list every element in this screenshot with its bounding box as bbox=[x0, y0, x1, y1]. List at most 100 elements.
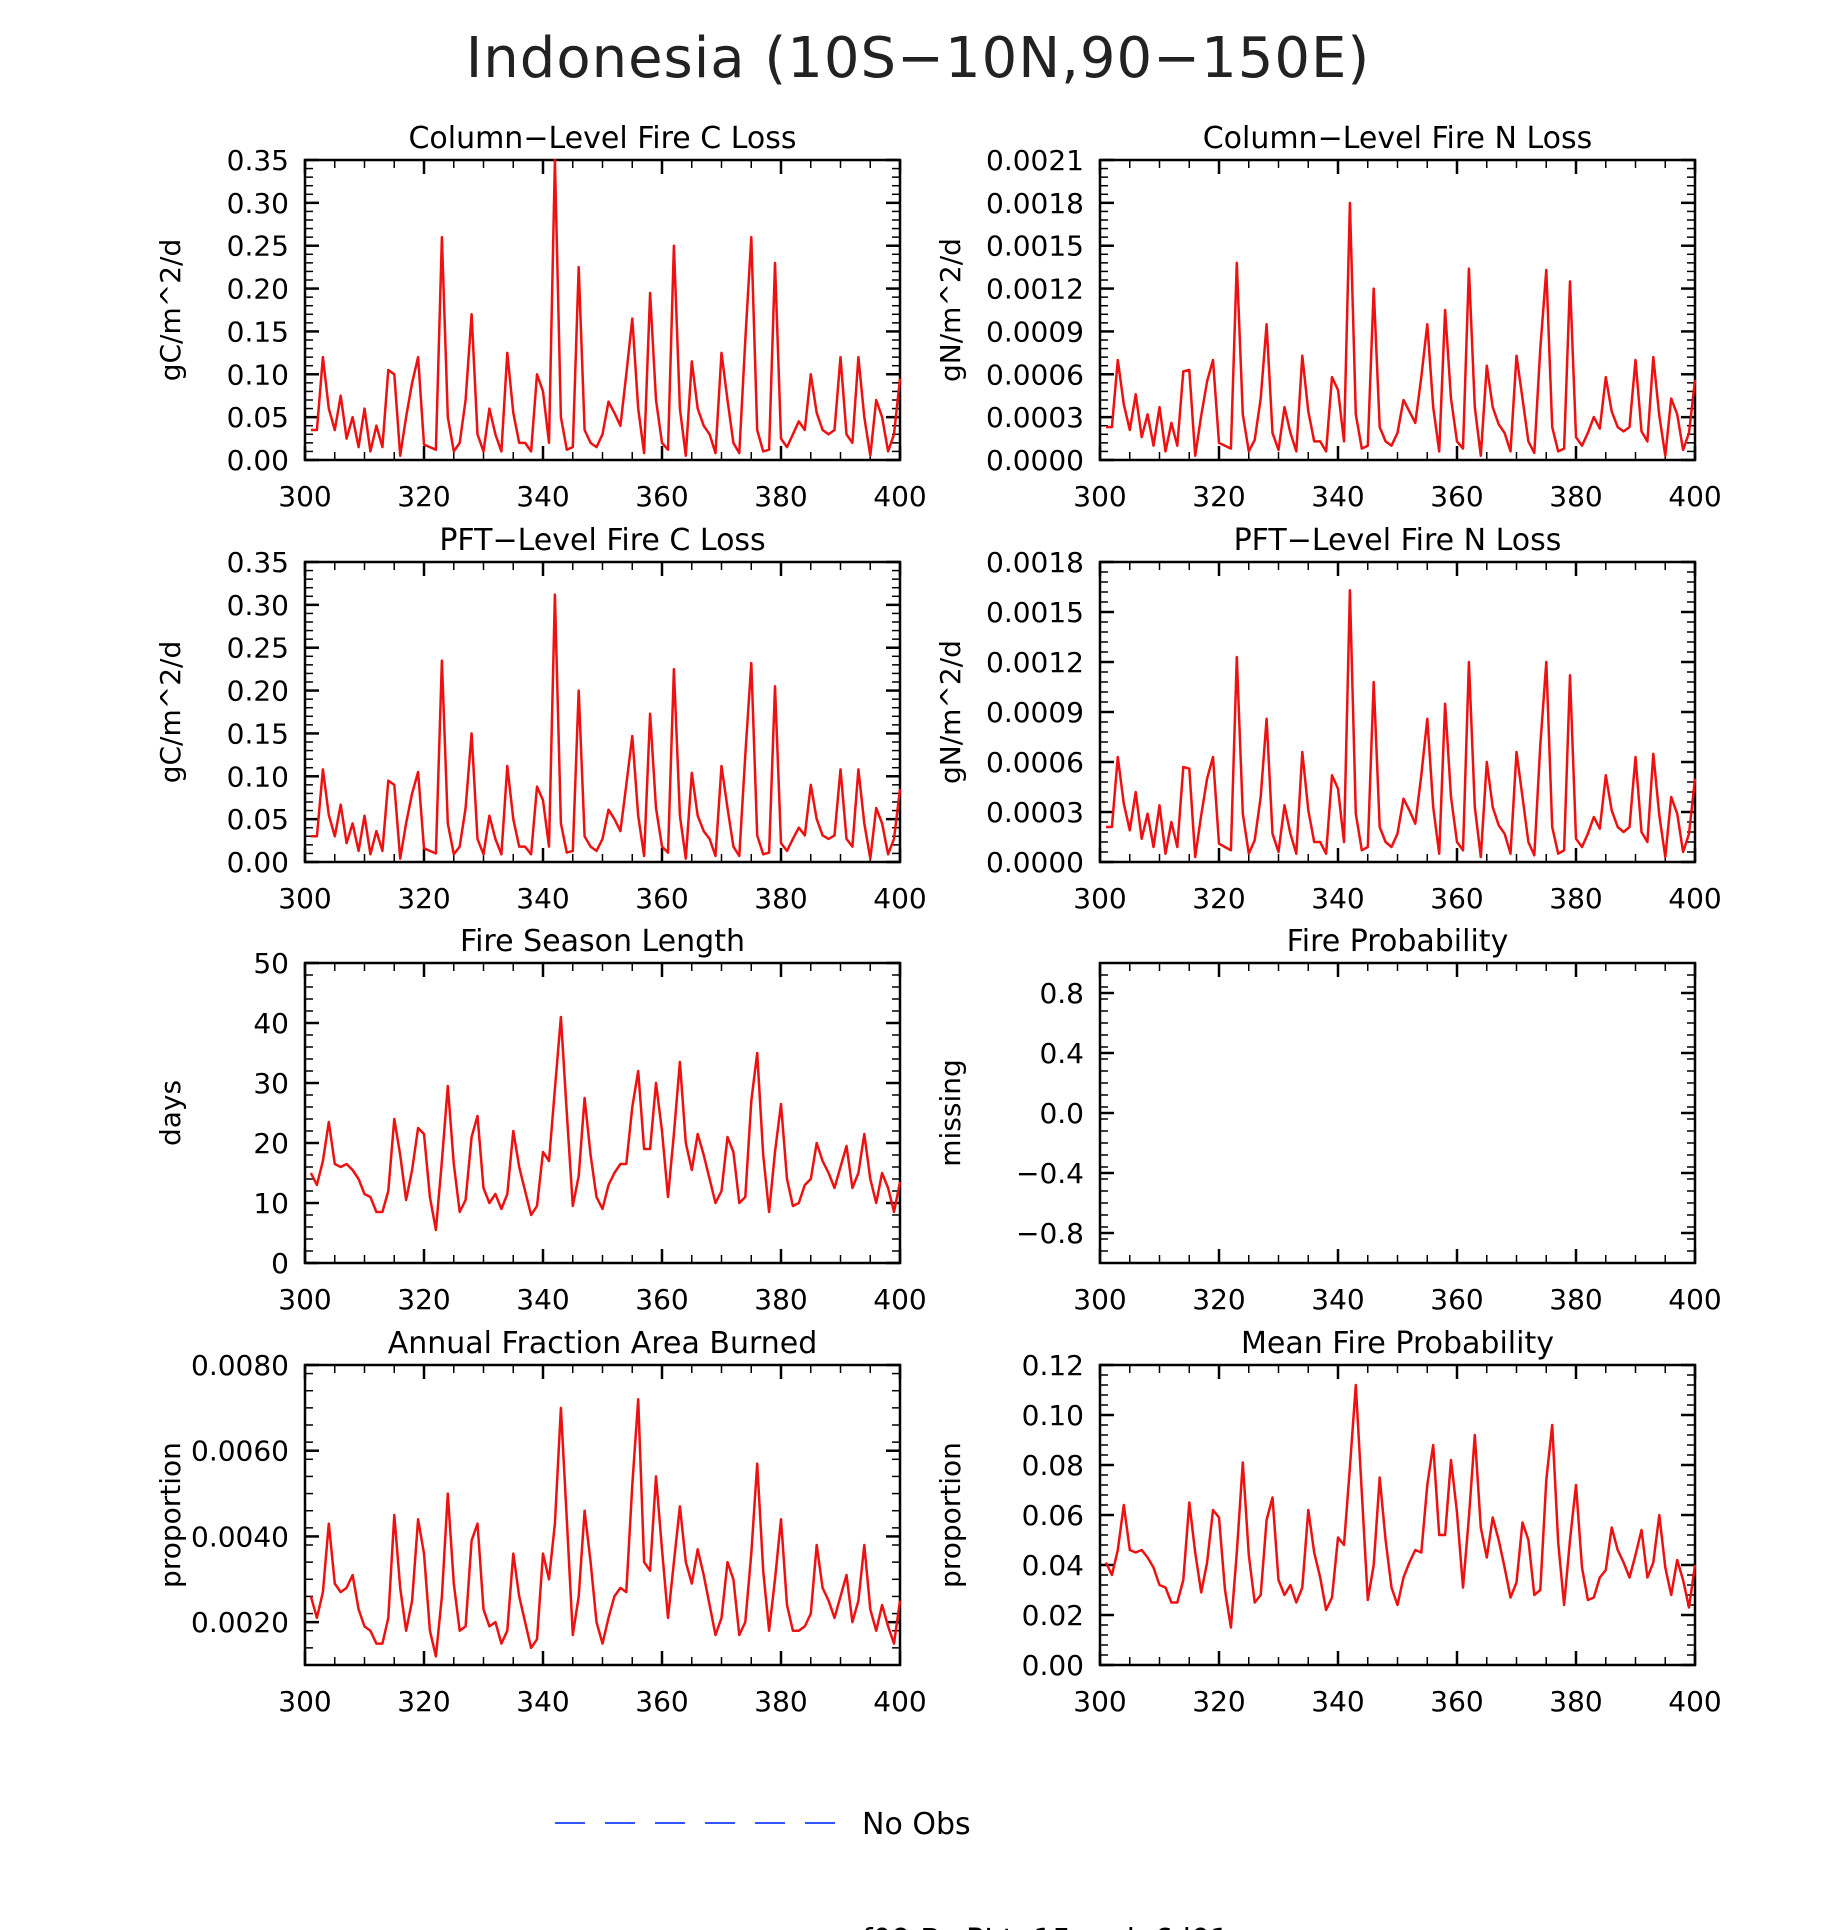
y-tick-label: 0.15 bbox=[227, 315, 289, 348]
x-tick-label: 360 bbox=[1430, 480, 1483, 513]
y-tick-label: 0 bbox=[271, 1247, 289, 1280]
y-tick-label: 50 bbox=[253, 947, 289, 980]
y-tick-label: 0.0060 bbox=[191, 1435, 289, 1468]
x-tick-label: 360 bbox=[635, 882, 688, 915]
series-line bbox=[1106, 201, 1697, 457]
x-tick-label: 380 bbox=[1549, 882, 1602, 915]
panel-title: PFT−Level Fire C Loss bbox=[439, 523, 765, 558]
y-tick-label: 0.0006 bbox=[986, 746, 1084, 779]
panel-title: Annual Fraction Area Burned bbox=[388, 1326, 818, 1361]
y-tick-label: 0.02 bbox=[1022, 1599, 1084, 1632]
panel-title: Column−Level Fire N Loss bbox=[1203, 121, 1593, 156]
y-tick-label: 0.8 bbox=[1039, 977, 1084, 1010]
plot-frame bbox=[303, 158, 902, 462]
x-tick-label: 400 bbox=[873, 480, 926, 513]
x-tick-label: 340 bbox=[1311, 1283, 1364, 1316]
y-axis-label: proportion bbox=[934, 1442, 967, 1588]
x-tick-label: 400 bbox=[1668, 480, 1721, 513]
y-tick-label: 20 bbox=[253, 1127, 289, 1160]
x-tick-label: 400 bbox=[1668, 882, 1721, 915]
y-tick-label: −0.8 bbox=[1016, 1217, 1084, 1250]
plot-frame bbox=[303, 961, 902, 1265]
y-tick-label: 0.25 bbox=[227, 632, 289, 665]
x-tick-label: 400 bbox=[873, 882, 926, 915]
y-tick-label: 0.0012 bbox=[986, 646, 1084, 679]
y-tick-label: 0.00 bbox=[1022, 1649, 1084, 1682]
x-tick-label: 380 bbox=[1549, 1685, 1602, 1718]
x-tick-label: 320 bbox=[397, 480, 450, 513]
x-tick-label: 380 bbox=[754, 1685, 807, 1718]
y-tick-label: 0.0015 bbox=[986, 596, 1084, 629]
plot-frame bbox=[1098, 961, 1697, 1265]
x-tick-label: 400 bbox=[873, 1283, 926, 1316]
x-tick-label: 360 bbox=[635, 1685, 688, 1718]
y-tick-label: 40 bbox=[253, 1007, 289, 1040]
series-line bbox=[309, 1398, 902, 1658]
series-line bbox=[310, 158, 902, 457]
y-axis-label: missing bbox=[934, 1059, 967, 1167]
panel-title: Fire Season Length bbox=[460, 924, 745, 959]
x-tick-label: 400 bbox=[1668, 1283, 1721, 1316]
page-title: Indonesia (10S−10N,90−150E) bbox=[465, 26, 1371, 91]
y-tick-label: 0.10 bbox=[1022, 1399, 1084, 1432]
x-tick-label: 320 bbox=[397, 1685, 450, 1718]
x-tick-label: 300 bbox=[278, 882, 331, 915]
y-axis-label: gC/m^2/d bbox=[154, 239, 187, 382]
x-tick-label: 340 bbox=[516, 882, 569, 915]
panel-title: Mean Fire Probability bbox=[1241, 1326, 1554, 1361]
y-tick-label: 0.0040 bbox=[191, 1520, 289, 1553]
series-line bbox=[1106, 589, 1697, 859]
x-tick-label: 360 bbox=[635, 1283, 688, 1316]
y-tick-label: 0.06 bbox=[1022, 1499, 1084, 1532]
y-tick-label: 0.0015 bbox=[986, 230, 1084, 263]
series-line bbox=[309, 1015, 902, 1232]
y-tick-label: 0.25 bbox=[227, 230, 289, 263]
x-tick-label: 320 bbox=[1192, 882, 1245, 915]
y-tick-label: 0.35 bbox=[227, 546, 289, 579]
x-tick-label: 300 bbox=[278, 1685, 331, 1718]
x-tick-label: 380 bbox=[754, 1283, 807, 1316]
x-tick-label: 300 bbox=[1073, 1283, 1126, 1316]
x-tick-label: 340 bbox=[516, 1283, 569, 1316]
x-tick-label: 320 bbox=[1192, 1685, 1245, 1718]
y-axis-label: gN/m^2/d bbox=[934, 238, 967, 382]
x-tick-label: 300 bbox=[278, 480, 331, 513]
y-axis-label: days bbox=[154, 1080, 187, 1146]
y-tick-label: 0.0018 bbox=[986, 187, 1084, 220]
x-tick-label: 320 bbox=[397, 882, 450, 915]
x-tick-label: 360 bbox=[635, 480, 688, 513]
x-tick-label: 400 bbox=[1668, 1685, 1721, 1718]
x-tick-label: 340 bbox=[516, 1685, 569, 1718]
y-tick-label: 0.04 bbox=[1022, 1549, 1084, 1582]
y-axis-label: proportion bbox=[154, 1442, 187, 1588]
plot-frame bbox=[1098, 158, 1697, 462]
x-tick-label: 380 bbox=[1549, 480, 1602, 513]
y-tick-label: 0.0021 bbox=[986, 144, 1084, 177]
y-tick-label: 0.20 bbox=[227, 273, 289, 306]
y-tick-label: 10 bbox=[253, 1187, 289, 1220]
y-tick-label: 0.00 bbox=[227, 846, 289, 879]
y-tick-label: 0.12 bbox=[1022, 1349, 1084, 1382]
y-tick-label: 0.15 bbox=[227, 717, 289, 750]
legend-label: f09.B−PI.tn15.cmip6.j01.re bbox=[862, 1923, 1269, 1930]
y-tick-label: 0.0006 bbox=[986, 358, 1084, 391]
chart-panel-5: Fire Season Length 300 320 340 360 380 400 0 10 2… bbox=[154, 924, 927, 1316]
x-tick-label: 380 bbox=[1549, 1283, 1602, 1316]
y-tick-label: 0.30 bbox=[227, 187, 289, 220]
y-tick-label: 0.35 bbox=[227, 144, 289, 177]
y-tick-label: 0.0000 bbox=[986, 846, 1084, 879]
series-line bbox=[310, 593, 902, 860]
y-axis-label: gN/m^2/d bbox=[934, 640, 967, 784]
x-tick-label: 300 bbox=[278, 1283, 331, 1316]
x-tick-label: 300 bbox=[1073, 1685, 1126, 1718]
plot-frame bbox=[303, 560, 902, 864]
chart-panel-3: PFT−Level Fire C Loss 300 320 340 360 380 400 0… bbox=[154, 523, 927, 915]
chart-panel-6: Fire Probability 300 320 340 360 380 400 −0.8 −0… bbox=[934, 924, 1722, 1316]
y-tick-label: 0.20 bbox=[227, 675, 289, 708]
y-tick-label: −0.4 bbox=[1016, 1157, 1084, 1190]
y-tick-label: 0.0009 bbox=[986, 696, 1084, 729]
series-line bbox=[1104, 1383, 1697, 1629]
chart-panel-7: Annual Fraction Area Burned 300 320 340 360 3… bbox=[154, 1326, 927, 1718]
y-tick-label: 0.0003 bbox=[986, 796, 1084, 829]
